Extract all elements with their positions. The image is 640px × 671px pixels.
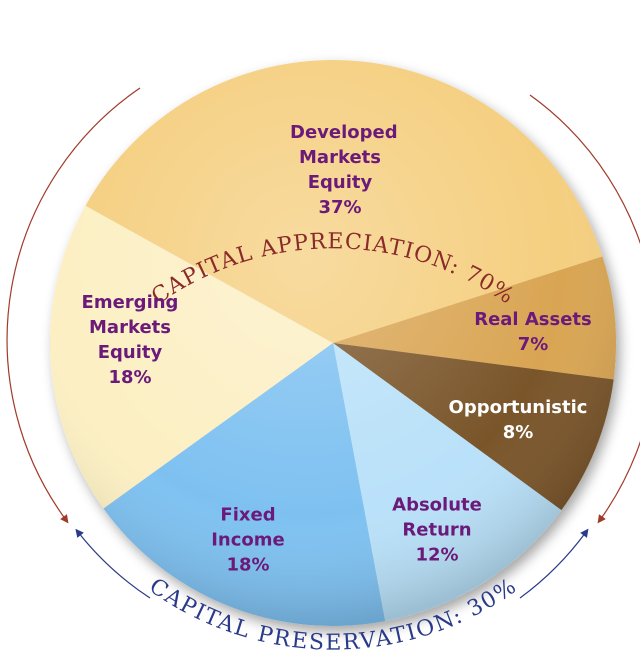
category-label: Developed Markets Equity	[290, 122, 398, 193]
slice-label: Real Assets 7%	[448, 307, 618, 357]
value-label: 8%	[502, 422, 534, 443]
value-label: 18%	[226, 554, 270, 576]
pie-gloss	[50, 60, 616, 626]
preservation-arc	[75, 528, 151, 599]
category-label: Emerging Markets Equity	[81, 292, 179, 363]
appreciation-arc	[529, 94, 640, 524]
value-label: 12%	[415, 544, 459, 566]
slice-label: Emerging Markets Equity 18%	[55, 290, 205, 390]
category-label: Fixed Income	[211, 504, 285, 551]
slice-label: Opportunistic 8%	[433, 395, 603, 445]
value-label: 18%	[108, 367, 152, 388]
value-label: 37%	[318, 197, 362, 218]
slice-label: Absolute Return 12%	[362, 493, 512, 568]
slice-label: Fixed Income 18%	[173, 503, 323, 578]
slice-label: Developed Markets Equity 37%	[265, 120, 415, 220]
value-label: 7%	[517, 334, 549, 355]
category-label: Absolute Return	[392, 494, 482, 541]
preservation-arc	[519, 528, 589, 599]
category-label: Opportunistic	[448, 397, 588, 418]
category-label: Real Assets	[474, 309, 592, 330]
appreciation-arc	[6, 87, 141, 524]
